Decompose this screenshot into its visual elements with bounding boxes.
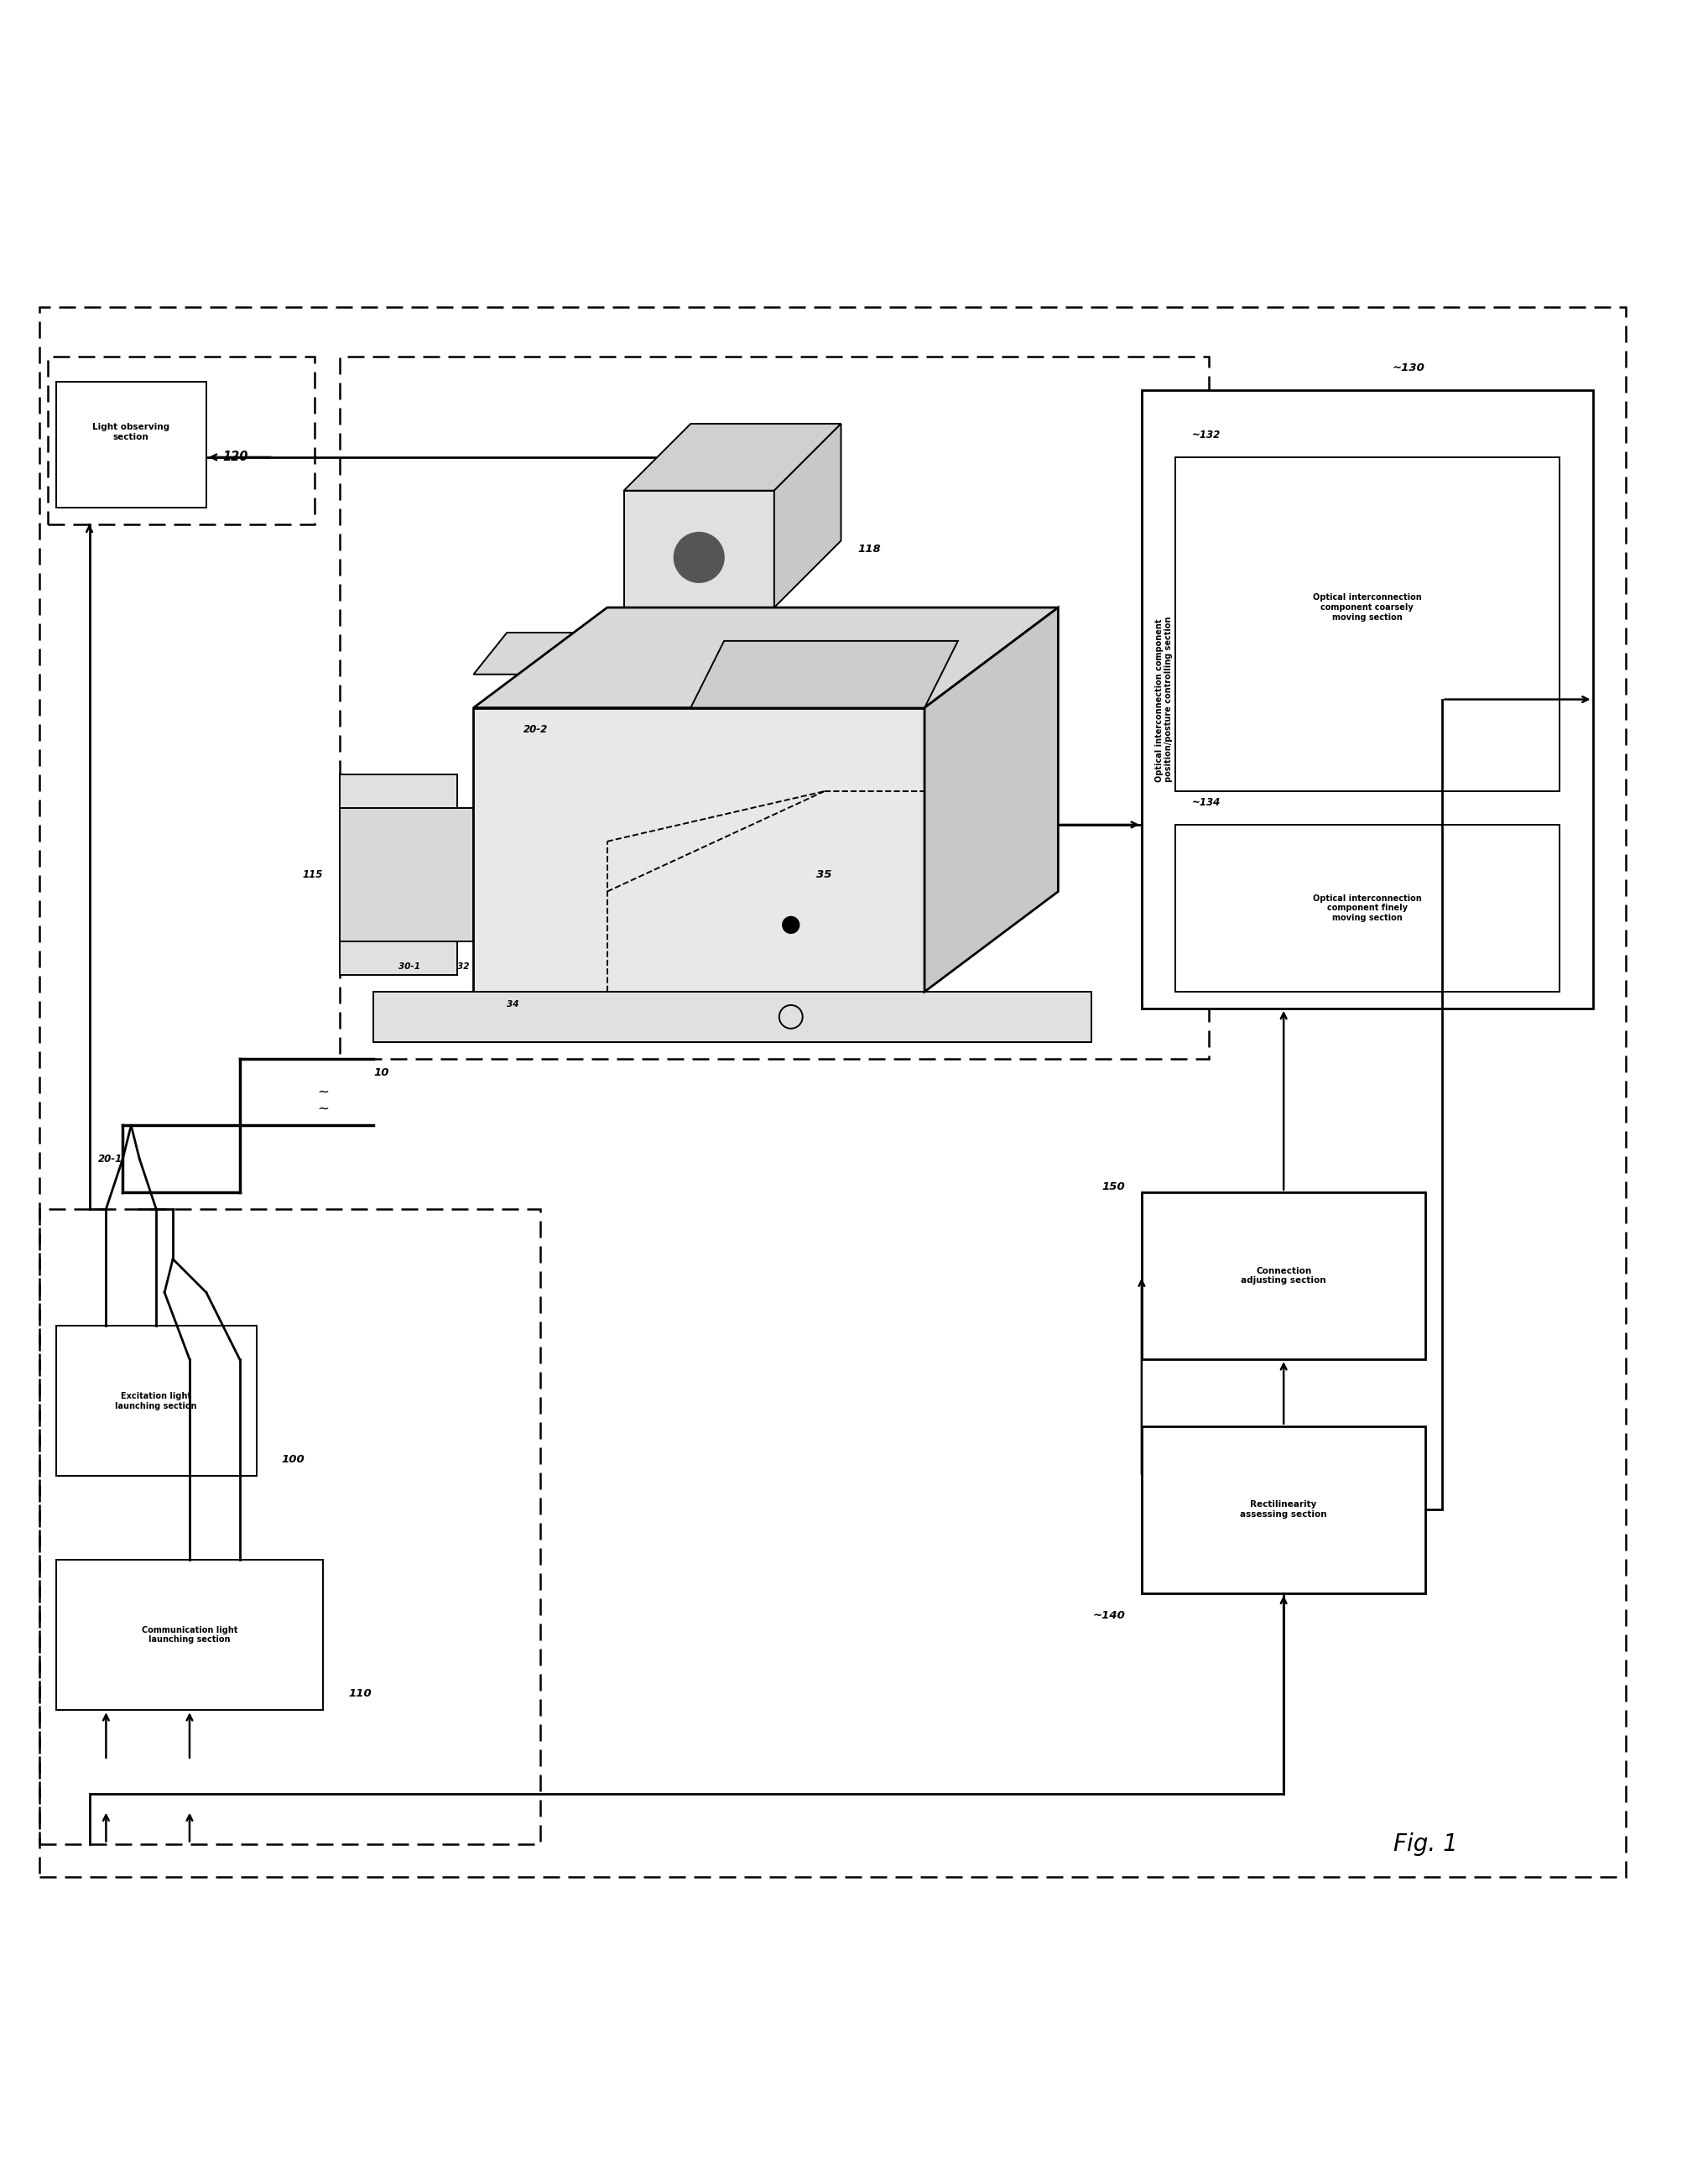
Bar (56, 1326, 256, 1476)
Polygon shape (373, 992, 1092, 1042)
Bar (1176, 456, 1559, 791)
Bar (56, 382, 207, 507)
Bar (658, 607, 732, 633)
Text: 150: 150 (1102, 1182, 1125, 1192)
Text: ~134: ~134 (1193, 797, 1221, 808)
Bar (47, 356, 315, 524)
Text: 20-2: 20-2 (523, 725, 548, 736)
Text: 30-1: 30-1 (399, 963, 420, 972)
Polygon shape (925, 607, 1058, 992)
Text: Optical interconnection component
position/posture controlling section: Optical interconnection component positi… (1156, 616, 1172, 782)
Bar (674, 625, 717, 708)
Text: Communication light
launching section: Communication light launching section (141, 1625, 237, 1645)
Text: ~140: ~140 (1092, 1610, 1125, 1621)
Text: 110: 110 (348, 1688, 372, 1699)
Polygon shape (340, 808, 474, 941)
Text: Optical interconnection
component finely
moving section: Optical interconnection component finely… (1312, 893, 1421, 922)
Bar (1142, 1192, 1426, 1358)
Text: 34: 34 (506, 1000, 520, 1009)
Polygon shape (624, 424, 841, 491)
Polygon shape (340, 941, 458, 974)
Polygon shape (340, 775, 458, 808)
Polygon shape (474, 633, 723, 675)
Text: 10: 10 (373, 1068, 389, 1079)
Text: 100: 100 (281, 1455, 304, 1465)
Bar (1176, 826, 1559, 992)
Polygon shape (624, 491, 774, 607)
Text: 32: 32 (458, 963, 469, 972)
Text: Excitation light
launching section: Excitation light launching section (116, 1391, 197, 1411)
Polygon shape (474, 607, 1058, 708)
Text: Fig. 1: Fig. 1 (1393, 1832, 1458, 1856)
Text: Light observing
section: Light observing section (93, 424, 170, 441)
Text: 20-1: 20-1 (98, 1153, 123, 1164)
Bar (1142, 1426, 1426, 1592)
Bar (39, 1210, 540, 1843)
Text: ~132: ~132 (1193, 430, 1221, 441)
Bar (1142, 391, 1593, 1009)
Bar (340, 356, 1208, 1059)
Text: Connection
adjusting section: Connection adjusting section (1241, 1267, 1327, 1284)
Text: ~130: ~130 (1393, 363, 1425, 373)
Text: Optical interconnection
component coarsely
moving section: Optical interconnection component coarse… (1312, 594, 1421, 622)
Circle shape (782, 917, 799, 933)
Text: 120: 120 (224, 450, 249, 463)
Circle shape (674, 533, 723, 583)
Polygon shape (691, 640, 959, 708)
Bar (56, 1559, 323, 1710)
Polygon shape (474, 708, 925, 992)
Polygon shape (774, 424, 841, 607)
Text: ~
~: ~ ~ (318, 1083, 330, 1116)
Text: 115: 115 (303, 869, 323, 880)
Text: Rectilinearity
assessing section: Rectilinearity assessing section (1240, 1500, 1327, 1518)
Text: 118: 118 (858, 544, 881, 555)
Text: 35: 35 (816, 869, 833, 880)
